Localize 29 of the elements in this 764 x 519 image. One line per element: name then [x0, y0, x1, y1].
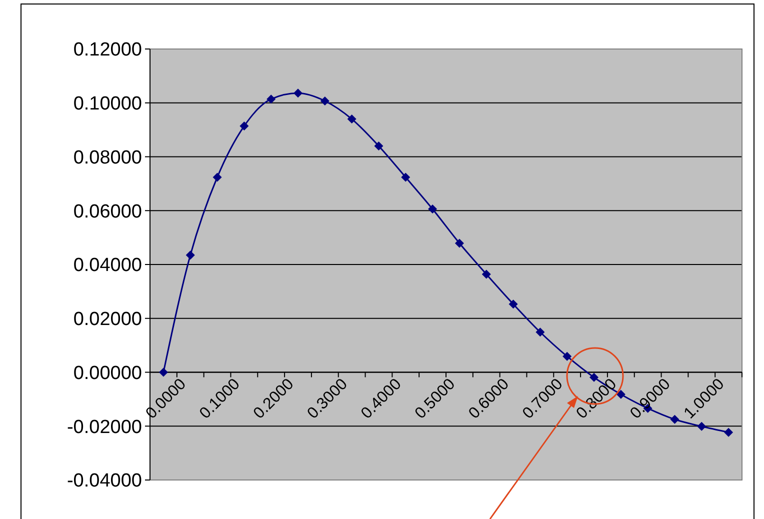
point — [212, 172, 222, 182]
point — [697, 422, 706, 431]
point — [670, 414, 680, 424]
point — [186, 250, 195, 260]
y-tick-label: 0.06000 — [73, 201, 142, 222]
y-tick-label: -0.02000 — [66, 416, 142, 438]
y-tick-label: -0.04000 — [66, 470, 142, 492]
point — [158, 368, 168, 377]
point — [454, 238, 464, 248]
point — [374, 141, 384, 150]
point — [428, 204, 438, 214]
y-tick-label: 0.10000 — [73, 94, 142, 115]
point — [401, 172, 410, 182]
point — [294, 88, 302, 98]
point — [508, 300, 518, 309]
point — [240, 122, 249, 131]
point — [482, 270, 491, 279]
y-tick-label: 0.12000 — [73, 40, 142, 61]
point — [562, 352, 572, 361]
point — [616, 390, 626, 399]
y-tick-label: 0.00000 — [73, 362, 142, 384]
point — [536, 328, 545, 337]
y-tick-label: 0.02000 — [73, 309, 142, 330]
y-tick-label: 0.04000 — [73, 255, 142, 276]
point — [347, 114, 356, 124]
point — [320, 96, 330, 106]
point — [724, 428, 734, 437]
point — [266, 94, 276, 104]
y-tick-label: 0.08000 — [73, 147, 142, 168]
